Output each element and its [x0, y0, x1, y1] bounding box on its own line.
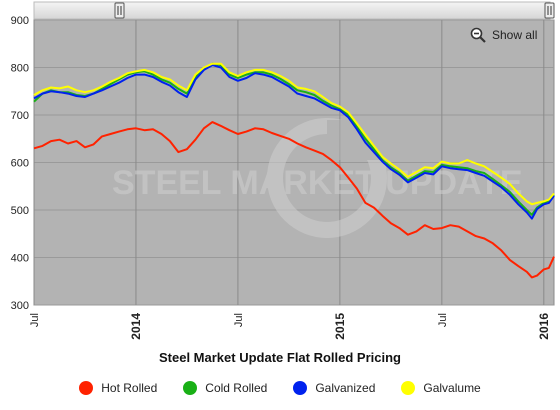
- navigator-handle-right[interactable]: [544, 2, 555, 19]
- watermark-logo: STEEL MARKET UPDATE: [112, 118, 523, 238]
- legend-label: Galvanized: [315, 381, 376, 395]
- y-tick-label: 700: [11, 110, 29, 122]
- series-layer: [33, 62, 555, 279]
- zoom-out-icon: [470, 27, 486, 43]
- chart-title: Steel Market Update Flat Rolled Pricing: [159, 350, 401, 365]
- navigator-track[interactable]: [33, 1, 551, 20]
- legend-marker-icon: [79, 381, 94, 395]
- x-tick-label: 2015: [333, 313, 347, 340]
- legend-item-cold-rolled[interactable]: Cold Rolled: [183, 381, 267, 395]
- x-tick-label: Jul: [233, 313, 245, 327]
- legend-item-galvanized[interactable]: Galvanized: [293, 381, 375, 395]
- legend-label: Cold Rolled: [205, 381, 268, 395]
- navigator-handle-left[interactable]: [114, 2, 125, 19]
- legend-marker-icon: [401, 381, 416, 395]
- y-axis-ticks: 300 400 500 600 700 800 900: [11, 15, 29, 312]
- x-tick-label: 2014: [129, 313, 143, 340]
- x-tick-label: 2016: [537, 313, 551, 340]
- y-tick-label: 300: [11, 300, 29, 312]
- legend: Hot Rolled Cold Rolled Galvanized Galvalume: [0, 381, 560, 395]
- svg-text:STEEL MARKET UPDATE: STEEL MARKET UPDATE: [112, 164, 523, 202]
- x-tick-label: Jul: [29, 313, 41, 327]
- series-line-galvalume[interactable]: [33, 62, 555, 206]
- y-tick-label: 600: [11, 158, 29, 170]
- legend-item-galvalume[interactable]: Galvalume: [401, 381, 481, 395]
- legend-item-hot-rolled[interactable]: Hot Rolled: [79, 381, 157, 395]
- y-tick-label: 500: [11, 205, 29, 217]
- legend-marker-icon: [183, 381, 198, 395]
- show-all-button[interactable]: Show all: [470, 27, 537, 43]
- series-line-galvanized[interactable]: [33, 64, 555, 220]
- x-axis-ticks: Jul 2014 Jul 2015 Jul 2016: [29, 313, 551, 340]
- x-tick-label: Jul: [437, 313, 449, 327]
- legend-label: Galvalume: [423, 381, 481, 395]
- y-tick-label: 900: [11, 15, 29, 27]
- show-all-label: Show all: [492, 28, 538, 42]
- y-tick-label: 800: [11, 63, 29, 75]
- legend-label: Hot Rolled: [101, 381, 158, 395]
- series-line-cold-rolled[interactable]: [33, 62, 555, 216]
- y-tick-label: 400: [11, 253, 29, 265]
- legend-marker-icon: [293, 381, 308, 395]
- grid: [33, 19, 554, 306]
- series-line-hot-rolled[interactable]: [33, 121, 555, 279]
